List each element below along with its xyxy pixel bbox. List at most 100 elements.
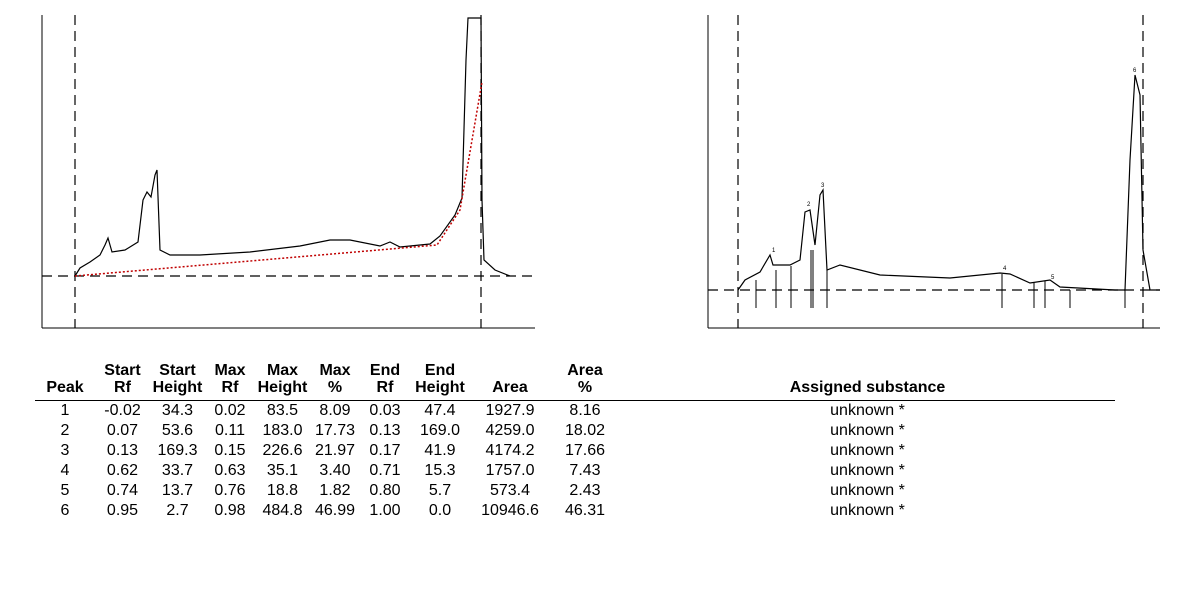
table-cell: unknown * — [830, 462, 905, 479]
table-cell: 0.07 — [106, 422, 139, 439]
header-line: Rf — [221, 379, 239, 396]
table-cell: 1 — [60, 402, 70, 419]
table-cell: 0.74 — [106, 482, 139, 499]
table-cell: 0.13 — [106, 442, 139, 459]
header-row: Peak Start Rf Start Height Max Rf Max Height Max%… — [35, 362, 1115, 401]
table-cell: 183.0 — [262, 422, 303, 439]
table-cell: 18.8 — [266, 482, 299, 499]
peak-chart: 1 2 3 4 5 6 — [707, 15, 1160, 329]
column-header: Assigned substance — [620, 362, 1115, 401]
table-cell: 0.76 — [214, 482, 246, 499]
column-header: Area — [470, 362, 550, 401]
table-cell: 0.15 — [214, 442, 246, 459]
table-cell: unknown * — [830, 402, 905, 419]
table-cell: unknown * — [830, 502, 905, 519]
table-cell: 33.7 — [161, 462, 194, 479]
table-cell: 0.17 — [369, 442, 401, 459]
header-line: Height — [257, 379, 308, 396]
table-cell: 46.99 — [314, 502, 356, 519]
header-line: Assigned substance — [789, 379, 946, 396]
table-cell: 0.02 — [214, 402, 246, 419]
table-cell: 0.63 — [214, 462, 246, 479]
header-line: Height — [415, 379, 465, 396]
table-cell: 4 — [60, 462, 70, 479]
table-cell: 5 — [60, 482, 70, 499]
header-line: % — [327, 379, 343, 396]
peak-label: 1 — [772, 248, 776, 254]
table-row: 5 0.74 13.7 0.76 18.8 1.82 0.80 5.7 573.4 2.43 unk… — [35, 481, 1115, 501]
table-cell: unknown * — [830, 442, 905, 459]
table-cell: 53.6 — [161, 422, 194, 439]
header-line: Area — [567, 362, 603, 379]
header-line: Area — [492, 379, 528, 396]
table-cell: 0.62 — [106, 462, 139, 479]
header-line: Height — [152, 379, 203, 396]
table-cell: 0.03 — [369, 402, 401, 419]
table-cell: 21.97 — [314, 442, 356, 459]
peak-bounds — [755, 250, 1126, 308]
column-header: End Height — [410, 362, 470, 401]
table-cell: 17.66 — [564, 442, 606, 459]
table-cell: 169.0 — [419, 422, 461, 439]
peak-label: 6 — [1133, 68, 1137, 74]
column-header: Start Rf — [95, 362, 150, 401]
table-cell: 226.6 — [262, 442, 303, 459]
table-cell: 0.11 — [215, 422, 245, 439]
table-cell: 41.9 — [424, 442, 456, 459]
table-cell: 35.1 — [266, 462, 299, 479]
header-line: Rf — [114, 379, 131, 396]
header-line: Start — [159, 362, 196, 379]
table-cell: 7.43 — [569, 462, 601, 479]
table-cell: 10946.6 — [481, 502, 539, 519]
column-header: End Rf — [360, 362, 410, 401]
header-line: Max — [319, 362, 351, 379]
trace — [74, 17, 511, 277]
peak-label: 2 — [807, 202, 811, 208]
table-cell: -0.02 — [104, 402, 141, 419]
table-cell: unknown * — [830, 482, 905, 499]
table-cell: 15.3 — [424, 462, 456, 479]
table-row: 3 0.13 169.3 0.15 226.6 21.97 0.17 41.9 4174.2 17… — [35, 441, 1115, 461]
header-line: Rf — [376, 379, 394, 396]
peak-label: 3 — [821, 183, 825, 189]
table-cell: 1.00 — [369, 502, 401, 519]
header-line: % — [577, 379, 593, 396]
table-cell: 169.3 — [157, 442, 198, 459]
table-cell: 0.80 — [369, 482, 401, 499]
table-cell: 3.40 — [319, 462, 351, 479]
table-cell: 47.4 — [424, 402, 456, 419]
header-line: Max — [214, 362, 246, 379]
table-cell: 8.09 — [319, 402, 351, 419]
table-cell: 46.31 — [564, 502, 606, 519]
table-cell: 3 — [60, 442, 70, 459]
header-line: Peak — [46, 379, 84, 396]
raw-trace-chart — [41, 15, 535, 329]
table-cell: 34.3 — [161, 402, 194, 419]
header-line: Max — [266, 362, 299, 379]
table-cell: 573.4 — [489, 482, 531, 499]
table-cell: 4174.2 — [485, 442, 535, 459]
table-cell: 17.73 — [314, 422, 356, 439]
trace — [737, 74, 1160, 291]
table-cell: unknown * — [830, 422, 905, 439]
table-cell: 8.16 — [569, 402, 601, 419]
table-cell: 6 — [60, 502, 70, 519]
table-cell: 2.43 — [569, 482, 601, 499]
column-header: Max% — [310, 362, 360, 401]
table-cell: 4259.0 — [485, 422, 535, 439]
table-cell: 13.7 — [161, 482, 194, 499]
table-cell: 0.0 — [428, 502, 452, 519]
column-header: Max Height — [255, 362, 310, 401]
column-header: Peak — [35, 362, 95, 401]
table-cell: 1757.0 — [485, 462, 535, 479]
table-row: 6 0.95 2.7 0.98 484.8 46.99 1.00 0.0 10946.6 46.3… — [35, 501, 1115, 521]
table-row: 4 0.62 33.7 0.63 35.1 3.40 0.71 15.3 1757.0 7.43 u… — [35, 461, 1115, 481]
table-cell: 1927.9 — [485, 402, 535, 419]
peak-label: 4 — [1003, 266, 1007, 272]
table-cell: 18.02 — [564, 422, 606, 439]
peak-label: 5 — [1051, 275, 1055, 281]
table-cell: 0.98 — [214, 502, 246, 519]
table-cell: 2 — [60, 422, 70, 439]
column-header: Start Height — [150, 362, 205, 401]
table-cell: 2.7 — [166, 502, 189, 519]
